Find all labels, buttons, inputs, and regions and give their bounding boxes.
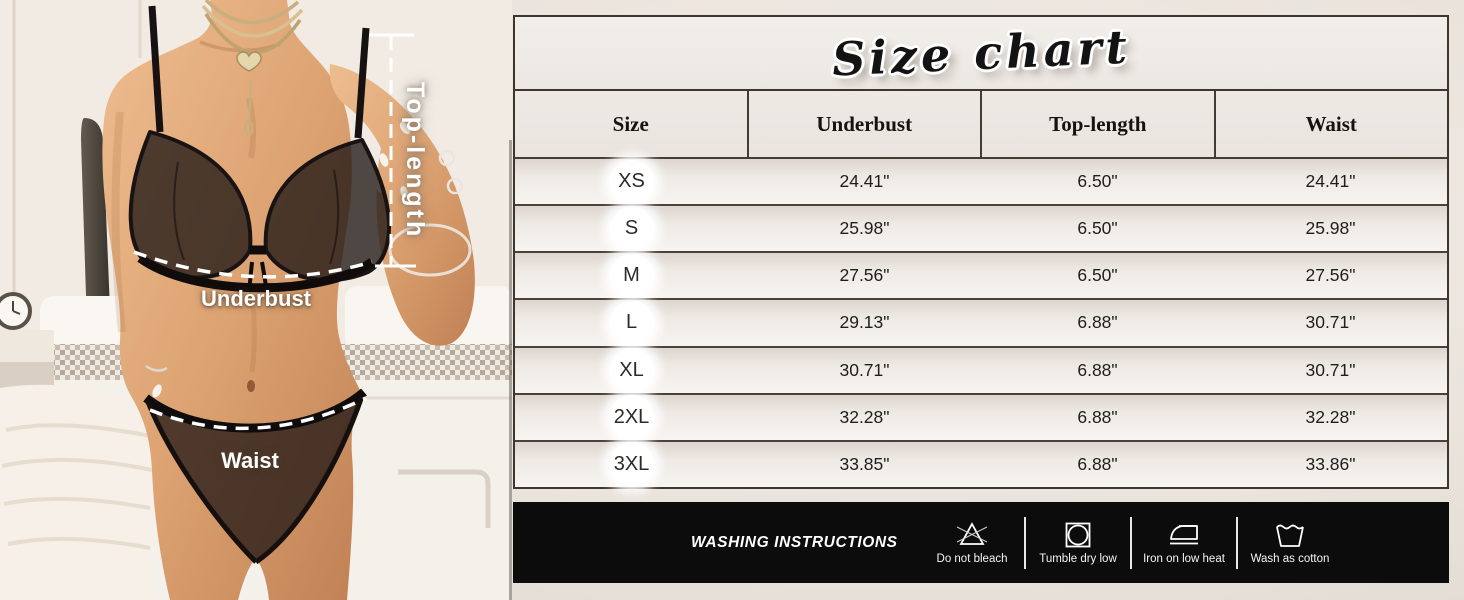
size-badge: 3XL: [609, 442, 654, 487]
table-row: 2XL 32.28" 6.88" 32.28": [515, 392, 1447, 440]
top-length-label: Top-length: [401, 82, 429, 240]
washing-item-tumble-dry-low: Tumble dry low: [1027, 520, 1129, 565]
washing-item-label: Wash as cotton: [1250, 553, 1330, 565]
washing-item-wash-as-cotton: Wash as cotton: [1239, 520, 1341, 565]
washing-item-do-not-bleach: Do not bleach: [921, 520, 1023, 565]
waist-value: 32.28": [1305, 406, 1356, 427]
measurement-lines: [133, 33, 416, 431]
header-size: Size: [515, 91, 749, 157]
table-row: XS 24.41" 6.50" 24.41": [515, 159, 1447, 205]
top-length-value: 6.50": [1077, 171, 1118, 192]
top-length-value: 6.50": [1077, 218, 1118, 239]
divider: [1130, 516, 1132, 569]
underbust-label: Underbust: [201, 286, 311, 311]
underbust-value: 24.41": [839, 171, 890, 192]
washing-item-iron-low-heat: Iron on low heat: [1133, 520, 1235, 565]
size-chart-table: Size chart Size Underbust Top-length Wai…: [513, 15, 1449, 489]
underbust-value: 27.56": [839, 265, 890, 286]
size-badge: 2XL: [609, 395, 654, 440]
waist-value: 30.71": [1305, 359, 1356, 380]
underbust-value: 32.28": [839, 406, 890, 427]
nightstand: [0, 330, 54, 364]
title-band: Size chart: [515, 17, 1447, 91]
underbust-value: 30.71": [839, 359, 890, 380]
table-header-row: Size Underbust Top-length Waist: [515, 91, 1447, 159]
washing-instructions-bar: WASHING INSTRUCTIONS Do not bleach Tumbl…: [513, 502, 1449, 583]
table-row: XL 30.71" 6.88" 30.71": [515, 345, 1447, 393]
table-row: S 25.98" 6.50" 25.98": [515, 204, 1447, 252]
waist-value: 25.98": [1305, 218, 1356, 239]
page-title: Size chart: [830, 19, 1132, 87]
washing-item-label: Tumble dry low: [1039, 553, 1117, 565]
washing-instructions-title: WASHING INSTRUCTIONS: [691, 533, 898, 551]
size-badge: L: [609, 300, 654, 345]
model-illustration: [0, 0, 512, 600]
divider: [1236, 516, 1238, 569]
size-badge: XS: [609, 159, 654, 204]
underbust-value: 25.98": [839, 218, 890, 239]
underbust-value: 29.13": [839, 312, 890, 333]
table-row: L 29.13" 6.88" 30.71": [515, 298, 1447, 346]
waist-value: 24.41": [1305, 171, 1356, 192]
drawer-handle: [398, 469, 491, 528]
table-row: 3XL 33.85" 6.88" 33.86": [515, 439, 1447, 487]
wash-as-cotton-icon: [1276, 524, 1304, 547]
waist-value: 33.86": [1305, 453, 1356, 474]
model-photo: Top-length Underbust Waist: [0, 0, 512, 600]
header-waist: Waist: [1305, 111, 1357, 136]
header-underbust: Underbust: [749, 91, 982, 157]
mesh-panties: [143, 388, 367, 565]
divider: [1024, 516, 1026, 569]
waist-value: 30.71": [1305, 312, 1356, 333]
waist-value: 27.56": [1305, 265, 1356, 286]
heart-pendant: [236, 51, 262, 72]
underbust-value: 33.85": [839, 453, 890, 474]
navel: [247, 380, 255, 392]
underbust-line: [133, 250, 373, 279]
top-length-value: 6.88": [1077, 453, 1118, 474]
waist-label: Waist: [221, 448, 279, 473]
ring: [438, 149, 456, 167]
top-length-value: 6.88": [1077, 312, 1118, 333]
ring: [446, 177, 464, 195]
top-length-value: 6.50": [1077, 265, 1118, 286]
washing-item-label: Iron on low heat: [1143, 553, 1225, 565]
wrist-bracelet: [145, 364, 168, 372]
washing-item-label: Do not bleach: [936, 553, 1008, 565]
iron-low-heat-icon: [1170, 525, 1198, 545]
waist-line: [149, 396, 367, 431]
do-not-bleach-icon: [956, 522, 988, 545]
table-body: XS 24.41" 6.50" 24.41" S 25.98" 6.50" 25…: [515, 159, 1447, 487]
header-top-length: Top-length: [982, 91, 1216, 157]
bangle-bracelet: [388, 223, 472, 277]
size-badge: M: [609, 253, 654, 298]
top-length-value: 6.88": [1077, 406, 1118, 427]
washing-icons-group: Do not bleach Tumble dry low Iron on low…: [921, 516, 1341, 569]
tumble-dry-low-icon: [1065, 522, 1091, 548]
top-length-value: 6.88": [1077, 359, 1118, 380]
size-badge: S: [609, 206, 654, 251]
size-badge: XL: [609, 348, 654, 393]
table-row: M 27.56" 6.50" 27.56": [515, 251, 1447, 299]
